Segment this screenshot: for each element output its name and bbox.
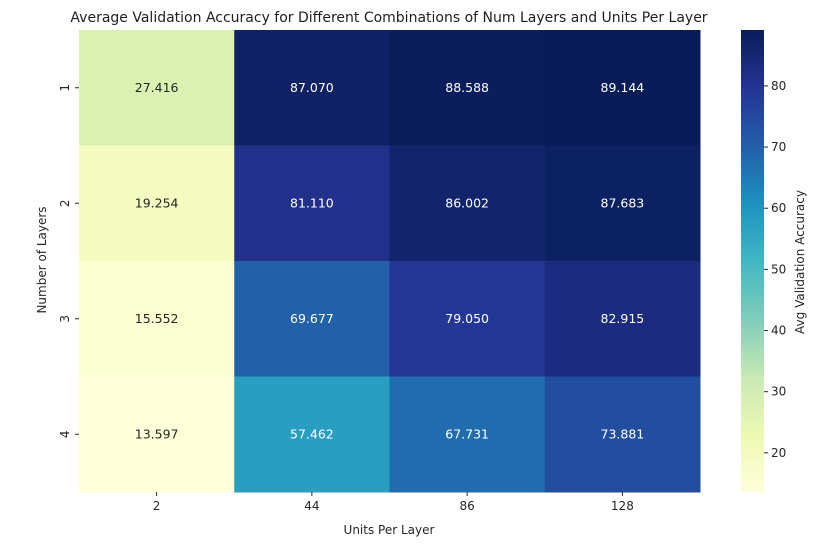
colorbar-tick-label: 50 <box>771 262 786 276</box>
cell-value-label: 87.070 <box>290 80 334 95</box>
heatmap-cell <box>234 376 390 493</box>
cell-value-label: 86.002 <box>445 195 489 210</box>
heatmap-cell <box>79 376 235 493</box>
colorbar-tick-label: 30 <box>771 385 786 399</box>
heatmap-cell-labels: 27.416 87.070 88.588 89.144 19.254 81.110 86.0… <box>135 80 645 442</box>
x-axis-label: Units Per Layer <box>344 523 435 537</box>
heatmap-cell <box>389 261 546 377</box>
heatmap-cell <box>79 30 235 146</box>
cell-value-label: 81.110 <box>290 195 334 210</box>
heatmap-cell <box>544 145 701 262</box>
x-tick-label: 128 <box>611 499 634 513</box>
heatmap-cell <box>389 376 546 493</box>
cell-value-label: 57.462 <box>290 426 334 441</box>
heatmap-cells <box>79 30 701 493</box>
heatmap-cell <box>544 30 701 146</box>
heatmap-cell <box>544 376 701 493</box>
colorbar-tick-label: 40 <box>771 324 786 338</box>
y-tick-label: 3 <box>58 315 72 323</box>
colorbar-tick-label: 80 <box>771 79 786 93</box>
x-tick-label: 2 <box>153 499 161 513</box>
y-tick-label: 2 <box>58 199 72 207</box>
cell-value-label: 87.683 <box>601 195 645 210</box>
x-axis: 2 44 86 128 <box>153 492 634 513</box>
colorbar-label: Avg Validation Accuracy <box>793 190 807 334</box>
colorbar-tick-label: 60 <box>771 201 786 215</box>
cell-value-label: 15.552 <box>135 311 179 326</box>
heatmap-cell <box>79 145 235 262</box>
heatmap-cell <box>389 145 546 262</box>
x-tick-label: 86 <box>459 499 474 513</box>
cell-value-label: 13.597 <box>135 426 179 441</box>
heatmap-cell <box>234 30 390 146</box>
heatmap-cell <box>234 145 390 262</box>
colorbar <box>741 30 764 492</box>
cell-value-label: 79.050 <box>445 311 489 326</box>
y-tick-label: 4 <box>58 430 72 438</box>
cell-value-label: 19.254 <box>135 195 179 210</box>
cell-value-label: 73.881 <box>601 426 645 441</box>
y-axis-label: Number of Layers <box>35 206 49 313</box>
cell-value-label: 88.588 <box>445 80 489 95</box>
heatmap-cell <box>79 261 235 377</box>
x-tick-label: 44 <box>304 499 319 513</box>
colorbar-ticks: 20 30 40 50 60 70 80 <box>764 79 786 460</box>
y-axis: 1 2 3 4 <box>58 84 79 438</box>
cell-value-label: 82.915 <box>601 311 645 326</box>
colorbar-tick-label: 70 <box>771 140 786 154</box>
cell-value-label: 27.416 <box>135 80 179 95</box>
colorbar-tick-label: 20 <box>771 446 786 460</box>
heatmap-cell <box>234 261 390 377</box>
chart-title: Average Validation Accuracy for Differen… <box>70 10 707 26</box>
cell-value-label: 69.677 <box>290 311 334 326</box>
y-tick-label: 1 <box>58 84 72 92</box>
heatmap-cell <box>544 261 701 377</box>
heatmap-cell <box>389 30 546 146</box>
cell-value-label: 89.144 <box>601 80 645 95</box>
cell-value-label: 67.731 <box>445 426 489 441</box>
